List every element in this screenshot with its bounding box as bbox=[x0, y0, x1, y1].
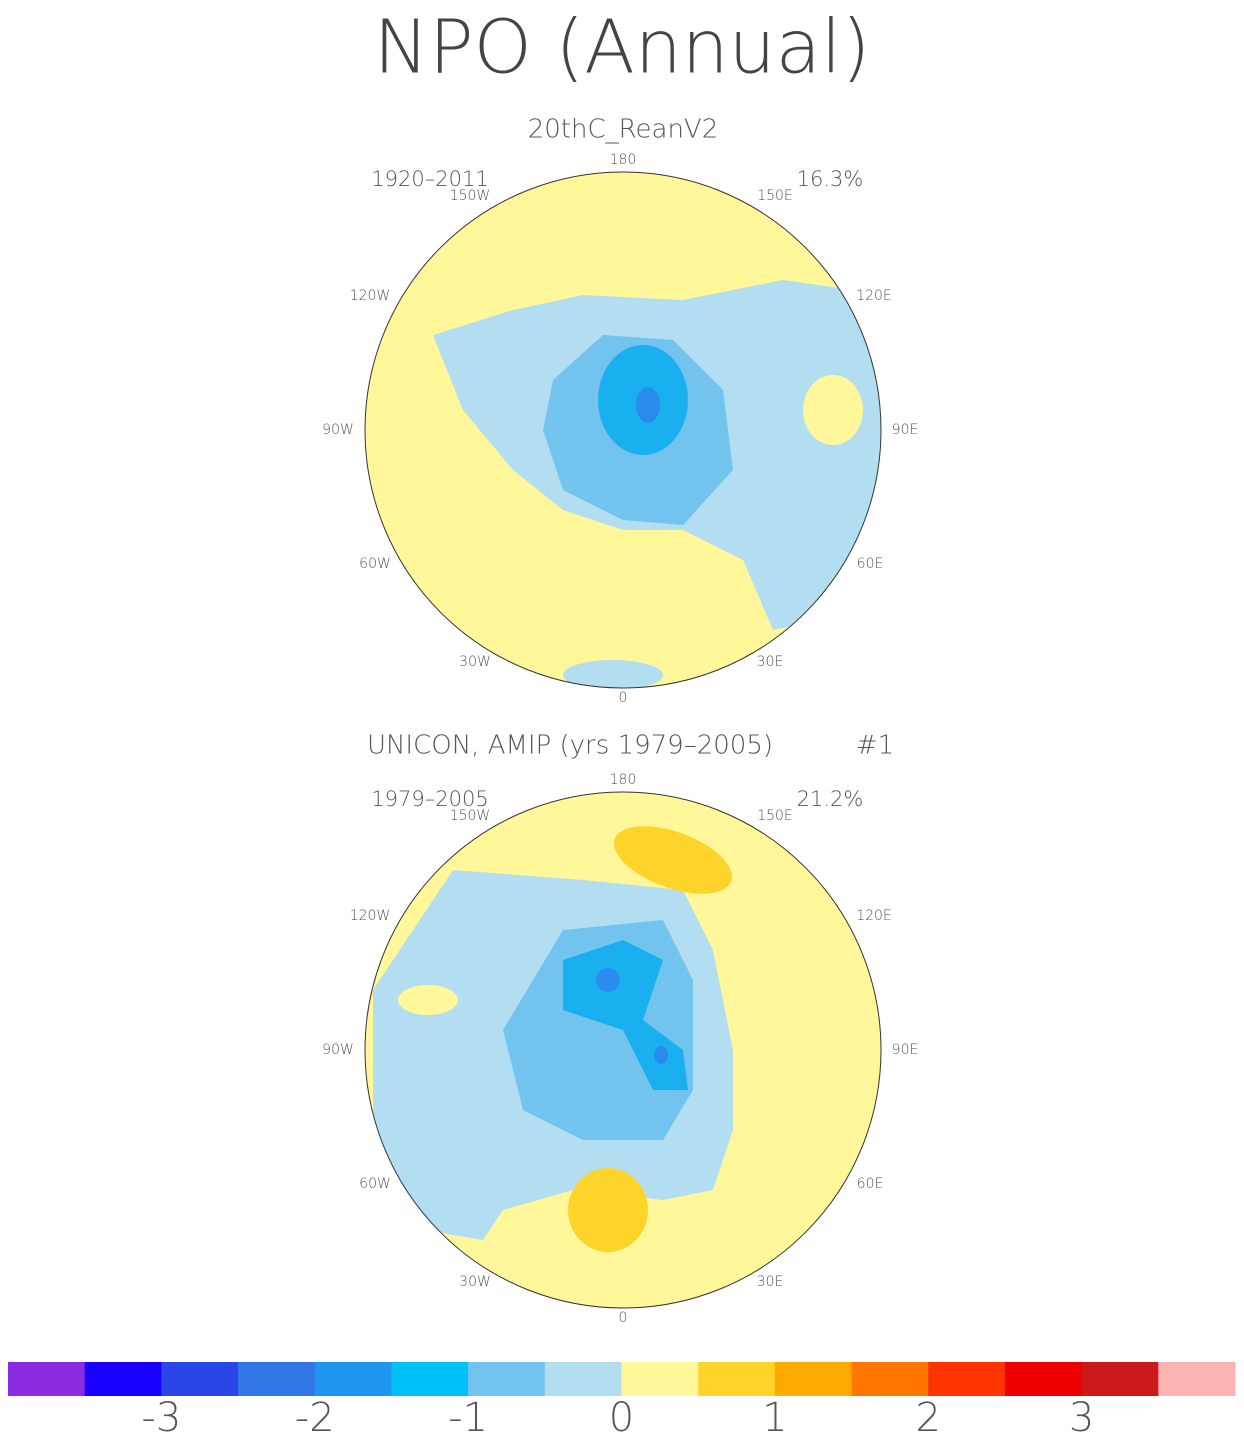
longitude-label: 150E bbox=[757, 808, 793, 824]
colorbar-tick-label: 2 bbox=[916, 1395, 941, 1441]
longitude-label: 0 bbox=[619, 690, 628, 706]
longitude-label: 90W bbox=[322, 422, 354, 438]
panel-variance: 21.2% bbox=[797, 787, 864, 811]
colorbar-tick-label: 0 bbox=[609, 1395, 634, 1441]
map-panel-1 bbox=[365, 172, 881, 688]
longitude-label: 60W bbox=[359, 1176, 391, 1192]
longitude-label: 180 bbox=[610, 152, 637, 168]
longitude-label: 30W bbox=[459, 654, 491, 670]
colorbar-tick-label: -1 bbox=[448, 1395, 488, 1441]
colorbar-box bbox=[774, 1362, 853, 1396]
map-outline bbox=[364, 791, 882, 1309]
colorbar-box bbox=[928, 1362, 1006, 1396]
map-panel-2 bbox=[365, 792, 881, 1308]
colorbar-tick-label: 1 bbox=[762, 1395, 787, 1441]
colorbar-box bbox=[161, 1362, 239, 1396]
colorbar-box bbox=[314, 1362, 392, 1396]
colorbar-box bbox=[468, 1362, 546, 1396]
longitude-label: 150W bbox=[450, 808, 491, 824]
longitude-label: 90W bbox=[322, 1042, 354, 1058]
colorbar-box bbox=[621, 1362, 699, 1396]
colorbar-box bbox=[698, 1362, 776, 1396]
longitude-label: 60E bbox=[857, 556, 884, 572]
longitude-label: 180 bbox=[610, 772, 637, 788]
longitude-label: 30E bbox=[757, 1274, 784, 1290]
colorbar-box bbox=[544, 1362, 622, 1396]
figure-title: NPO (Annual) bbox=[374, 5, 871, 91]
panel-period: 1920–2011 bbox=[371, 167, 488, 191]
longitude-label: 60W bbox=[359, 556, 391, 572]
longitude-label: 90E bbox=[892, 1042, 919, 1058]
longitude-label: 60E bbox=[857, 1176, 884, 1192]
longitude-label: 30W bbox=[459, 1274, 491, 1290]
map-outline bbox=[364, 171, 882, 689]
panel-title: UNICON, AMIP (yrs 1979–2005) bbox=[367, 731, 773, 761]
panel-variance: 16.3% bbox=[797, 167, 864, 191]
longitude-label: 150W bbox=[450, 188, 491, 204]
colorbar-tick-label: -3 bbox=[141, 1395, 181, 1441]
colorbar-box bbox=[1158, 1362, 1236, 1396]
colorbar-box bbox=[1004, 1362, 1083, 1396]
longitude-label: 120W bbox=[350, 908, 391, 924]
panel-title: 20thC_ReanV2 bbox=[528, 115, 719, 145]
colorbar-box bbox=[851, 1362, 929, 1396]
colorbar-box bbox=[1081, 1362, 1159, 1396]
longitude-label: 120W bbox=[350, 288, 391, 304]
longitude-label: 90E bbox=[892, 422, 919, 438]
longitude-label: 120E bbox=[856, 908, 892, 924]
colorbar-box bbox=[84, 1362, 162, 1396]
panel-period: 1979–2005 bbox=[371, 787, 488, 811]
longitude-label: 0 bbox=[619, 1310, 628, 1326]
panel-member: #1 bbox=[856, 731, 894, 761]
colorbar-box bbox=[391, 1362, 469, 1396]
longitude-label: 120E bbox=[856, 288, 892, 304]
colorbar-box bbox=[238, 1362, 316, 1396]
colorbar-tick-label: -2 bbox=[295, 1395, 335, 1441]
longitude-label: 150E bbox=[757, 188, 793, 204]
colorbar-box bbox=[8, 1362, 86, 1396]
longitude-label: 30E bbox=[757, 654, 784, 670]
colorbar-tick-label: 3 bbox=[1069, 1395, 1094, 1441]
